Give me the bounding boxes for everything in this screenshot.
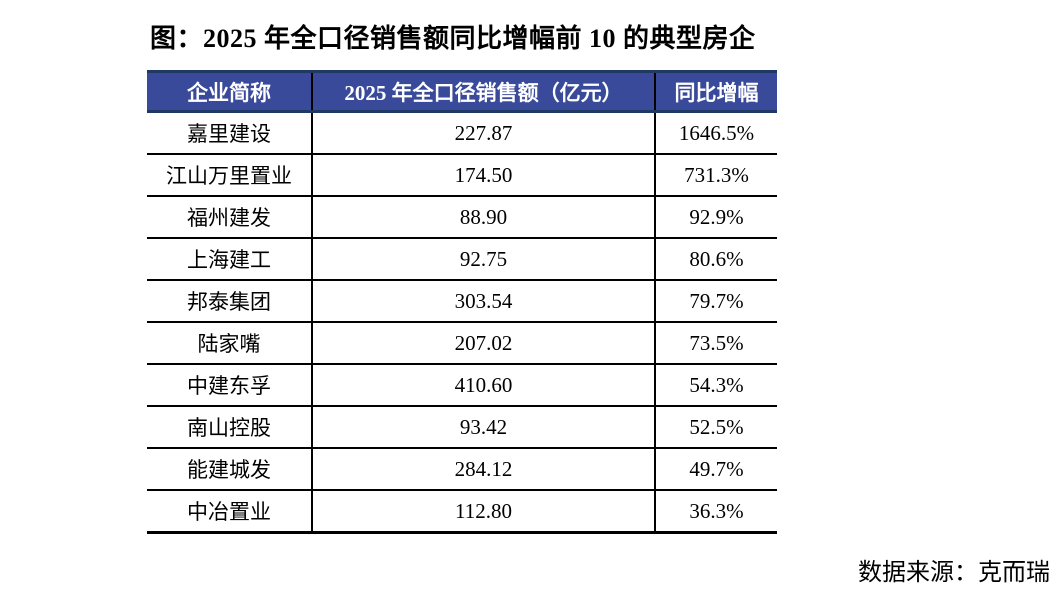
col-header-company: 企业简称 (147, 70, 313, 113)
growth-cell: 1646.5% (655, 111, 777, 155)
growth-cell: 54.3% (655, 364, 777, 407)
data-source-note: 数据来源：克而瑞 (858, 560, 1050, 586)
table-row: 嘉里建设 227.87 1646.5% (147, 111, 777, 155)
table-row: 福州建发 88.90 92.9% (147, 196, 777, 239)
growth-cell: 731.3% (655, 154, 777, 197)
company-cell: 陆家嘴 (147, 322, 313, 365)
sales-cell: 284.12 (312, 448, 656, 491)
company-cell: 嘉里建设 (147, 111, 313, 155)
table-row: 中冶置业 112.80 36.3% (147, 490, 777, 534)
table-row: 能建城发 284.12 49.7% (147, 448, 777, 491)
sales-cell: 410.60 (312, 364, 656, 407)
sales-cell: 88.90 (312, 196, 656, 239)
sales-cell: 207.02 (312, 322, 656, 365)
company-cell: 南山控股 (147, 406, 313, 449)
table-row: 邦泰集团 303.54 79.7% (147, 280, 777, 323)
col-header-sales: 2025 年全口径销售额（亿元） (312, 70, 656, 113)
company-cell: 上海建工 (147, 238, 313, 281)
growth-cell: 80.6% (655, 238, 777, 281)
company-cell: 能建城发 (147, 448, 313, 491)
company-cell: 中冶置业 (147, 490, 313, 534)
growth-cell: 79.7% (655, 280, 777, 323)
growth-cell: 52.5% (655, 406, 777, 449)
growth-cell: 92.9% (655, 196, 777, 239)
growth-cell: 36.3% (655, 490, 777, 534)
sales-cell: 174.50 (312, 154, 656, 197)
table-row: 陆家嘴 207.02 73.5% (147, 322, 777, 365)
table-row: 江山万里置业 174.50 731.3% (147, 154, 777, 197)
growth-cell: 73.5% (655, 322, 777, 365)
sales-cell: 92.75 (312, 238, 656, 281)
sales-cell: 227.87 (312, 111, 656, 155)
company-cell: 福州建发 (147, 196, 313, 239)
company-cell: 中建东孚 (147, 364, 313, 407)
growth-cell: 49.7% (655, 448, 777, 491)
sales-growth-table: 企业简称 2025 年全口径销售额（亿元） 同比增幅 嘉里建设 227.87 1… (147, 70, 777, 534)
sales-cell: 112.80 (312, 490, 656, 534)
table-row: 南山控股 93.42 52.5% (147, 406, 777, 449)
col-header-growth: 同比增幅 (655, 70, 777, 113)
sales-cell: 303.54 (312, 280, 656, 323)
table-row: 上海建工 92.75 80.6% (147, 238, 777, 281)
table-row: 中建东孚 410.60 54.3% (147, 364, 777, 407)
company-cell: 邦泰集团 (147, 280, 313, 323)
figure-title: 图：2025 年全口径销售额同比增幅前 10 的典型房企 (150, 24, 756, 53)
sales-cell: 93.42 (312, 406, 656, 449)
company-cell: 江山万里置业 (147, 154, 313, 197)
table-header-row: 企业简称 2025 年全口径销售额（亿元） 同比增幅 (147, 70, 777, 113)
